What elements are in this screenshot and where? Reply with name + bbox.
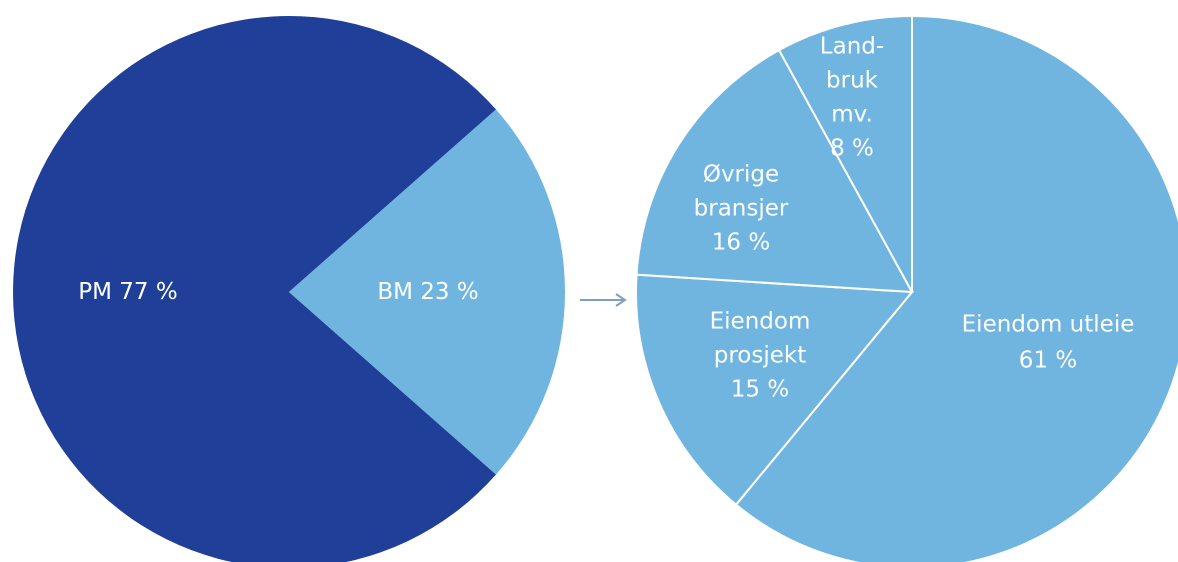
category-label: BM [377, 279, 413, 305]
pie-slice [289, 109, 565, 475]
pie-slice [635, 273, 915, 507]
value-label: 16 % [712, 230, 770, 256]
value-label: 77 % [119, 279, 177, 305]
category-label: Øvrige [703, 162, 779, 188]
category-label: Eiendom utleie [962, 312, 1135, 338]
arrow-head [615, 293, 627, 307]
value-label: 8 % [830, 136, 874, 162]
pie-slice [734, 14, 1178, 562]
category-label: Eiendom [710, 309, 811, 335]
pie-slice [777, 14, 913, 293]
category-label: prosjekt [714, 343, 806, 369]
slice-label: PM 77 % [78, 279, 177, 305]
category-label: mv. [831, 102, 873, 128]
pie-slice [635, 48, 914, 294]
category-label: Land- [820, 34, 884, 60]
category-label: PM [78, 279, 112, 305]
value-label: 23 % [420, 279, 478, 305]
value-label: 61 % [1019, 348, 1077, 374]
value-label: 15 % [731, 377, 789, 403]
pie-slice [13, 16, 497, 562]
slice-label: BM 23 % [377, 279, 478, 305]
category-label: bruk [826, 68, 879, 94]
category-label: bransjer [694, 196, 789, 222]
